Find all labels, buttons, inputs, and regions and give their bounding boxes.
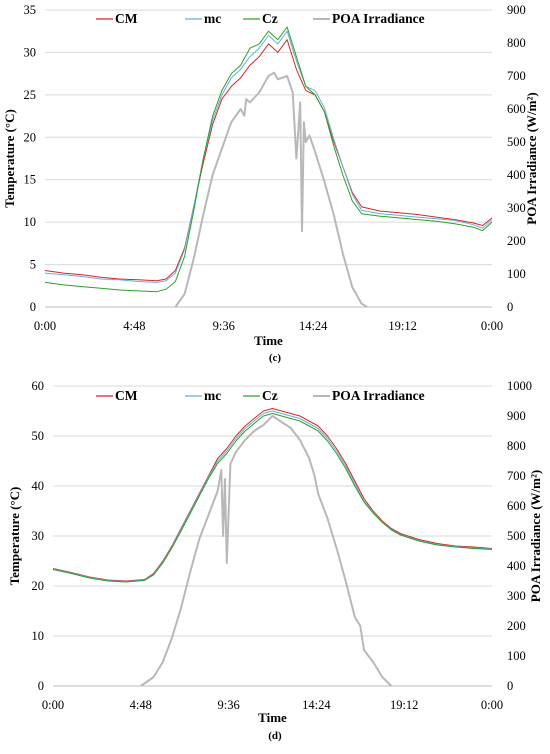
y2-tick-label: 800 [507, 36, 526, 50]
y-tick-label: 15 [24, 173, 37, 187]
x-tick-label: 19:12 [388, 319, 416, 333]
x-axis-title: Time [254, 333, 283, 348]
y2-tick-label: 700 [507, 69, 526, 83]
y2-tick-label: 700 [507, 469, 526, 483]
x-tick-label: 0:00 [481, 319, 503, 333]
y2-tick-label: 900 [507, 409, 526, 423]
y2-tick-label: 100 [507, 649, 526, 663]
y-tick-label: 10 [24, 215, 37, 229]
panel-label: (c) [269, 352, 282, 364]
x-tick-label: 9:36 [213, 319, 235, 333]
y-tick-label: 20 [24, 130, 37, 144]
y2-tick-label: 500 [507, 135, 526, 149]
series-line-cz [44, 26, 493, 293]
x-tick-label: 0:00 [481, 698, 503, 712]
x-tick-label: 0:00 [42, 698, 64, 712]
y-tick-label: 0 [30, 300, 36, 314]
y2-axis-title: POA Irradiance (W/m²) [524, 92, 539, 224]
x-tick-label: 19:12 [390, 698, 418, 712]
series-line-cz [52, 413, 493, 583]
y-tick-label: 30 [32, 529, 45, 543]
y2-tick-label: 300 [507, 201, 526, 215]
y2-tick-label: 800 [507, 439, 526, 453]
x-tick-label: 0:00 [34, 319, 56, 333]
y2-tick-label: 600 [507, 102, 526, 116]
chart-panel-2: 0102030405060010020030040050060070080090… [7, 379, 543, 742]
series-line-cm [52, 408, 493, 582]
legend-label: mc [204, 11, 221, 26]
series-line-cm [44, 39, 493, 282]
y2-tick-label: 400 [507, 168, 526, 182]
y2-tick-label: 400 [507, 559, 526, 573]
series-line-poa-irradiance [174, 71, 368, 308]
panel-label: (d) [268, 730, 282, 742]
chart-panel-1: 0 5 10 15 20 25 30 35 0 100 200 300 400 500 600 700 800 9… [2, 3, 539, 364]
y-tick-label: 50 [32, 429, 45, 443]
y-tick-label: 35 [24, 3, 37, 17]
y-tick-label: 10 [32, 629, 45, 643]
series-line-poa-irradiance [140, 415, 393, 687]
y-tick-label: 5 [30, 258, 36, 272]
legend-label: mc [204, 388, 221, 403]
y-tick-label: 60 [32, 379, 45, 393]
y2-axis-title: POA Irradiance (W/m²) [528, 470, 543, 602]
x-tick-label: 4:48 [130, 698, 152, 712]
series-line-mc [52, 410, 493, 582]
y-axis-title: Temperature (°C) [2, 109, 17, 208]
legend-label: Cz [262, 388, 278, 403]
y2-tick-label: 200 [507, 234, 526, 248]
y2-tick-label: 600 [507, 499, 526, 513]
legend-label: CM [115, 388, 138, 403]
y-tick-label: 25 [24, 88, 37, 102]
y2-tick-label: 1000 [507, 379, 532, 393]
x-tick-label: 9:36 [217, 698, 239, 712]
legend-label: CM [115, 11, 138, 26]
y2-tick-label: 900 [507, 3, 526, 17]
y2-tick-label: 0 [507, 679, 513, 693]
series-line-mc [44, 30, 493, 283]
x-tick-label: 14:24 [302, 698, 331, 712]
y-axis-title: Temperature (°C) [7, 487, 22, 586]
y2-tick-label: 300 [507, 589, 526, 603]
y-tick-label: 30 [24, 45, 37, 59]
y2-tick-label: 0 [507, 300, 513, 314]
y-tick-label: 20 [32, 579, 45, 593]
legend-label: Cz [262, 11, 278, 26]
x-tick-label: 4:48 [123, 319, 145, 333]
legend-label: POA Irradiance [332, 388, 425, 403]
y2-tick-label: 200 [507, 619, 526, 633]
y2-tick-label: 500 [507, 529, 526, 543]
y-tick-label: 40 [32, 479, 45, 493]
y-tick-label: 0 [38, 679, 44, 693]
y2-tick-label: 100 [507, 267, 526, 281]
legend-label: POA Irradiance [332, 11, 425, 26]
x-tick-label: 14:24 [299, 319, 328, 333]
x-axis-title: Time [258, 710, 287, 725]
